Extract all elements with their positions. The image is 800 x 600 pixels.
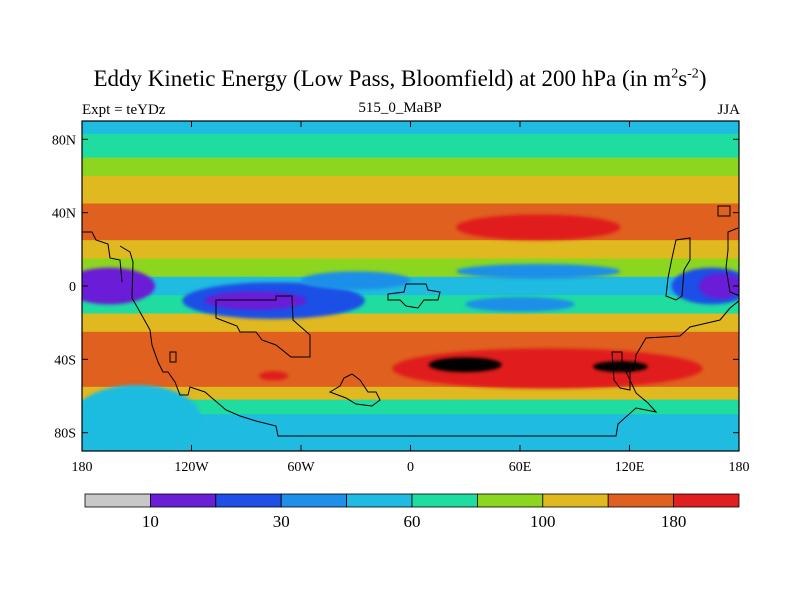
contour-band-7 [82, 276, 739, 296]
y-tick-label-1: 40N [52, 207, 76, 222]
contour-field [82, 121, 739, 451]
contour-blob-11 [593, 361, 648, 373]
contour-blob-5 [456, 264, 621, 279]
title-units-mid: s [678, 66, 688, 91]
contour-blob-6 [465, 297, 575, 312]
contour-blob-10 [428, 357, 502, 373]
contour-band-6 [82, 258, 739, 278]
title-sup-1: 2 [671, 66, 679, 82]
contour-blob-1 [82, 267, 155, 305]
colorbar-box-0 [84, 493, 151, 508]
x-tick-label-0: 180 [72, 460, 93, 475]
colorbar-box-5 [411, 493, 478, 508]
contour-band-3 [82, 176, 739, 204]
left-label: Expt = teYDz [82, 102, 166, 118]
y-tick-label-2: 0 [69, 280, 76, 295]
colorbar-box-1 [149, 493, 217, 508]
contour-band-12 [82, 386, 739, 401]
center-label: 515_0_MaBP [358, 100, 442, 116]
y-tick-label-4: 80S [54, 427, 76, 442]
contour-band-8 [82, 295, 739, 314]
x-tick-label-6: 180 [729, 460, 750, 475]
x-tick-label-2: 60W [287, 460, 315, 475]
x-tick-label-1: 120W [174, 460, 209, 475]
contour-blob-4 [301, 271, 411, 290]
colorbar-box-3 [280, 493, 348, 508]
contour-blob-13 [82, 385, 201, 451]
contour-band-5 [82, 240, 739, 259]
contour-band-10 [82, 331, 739, 351]
colorbar-label-3: 100 [530, 512, 556, 531]
colorbar-box-8 [607, 493, 675, 508]
title-sup-2: -2 [687, 66, 699, 82]
axis-ticks: 180 120W 60W 0 60E 120E 180 80N 40N 0 40S 80S [52, 121, 750, 475]
contour-blob-12 [259, 371, 289, 381]
colorbar-box-9 [673, 493, 740, 508]
contour-band-13 [82, 399, 739, 415]
x-tick-label-5: 120E [615, 460, 645, 475]
contour-band-1 [82, 133, 739, 159]
x-tick-label-3: 0 [407, 460, 414, 475]
y-tick-label-0: 80N [52, 133, 76, 148]
y-tick-label-3: 40S [54, 353, 76, 368]
title-prefix: Eddy Kinetic Energy (Low Pass, Bloomfiel… [93, 66, 672, 91]
colorbar-box-7 [542, 493, 609, 508]
contour-blob-0 [456, 214, 621, 241]
contour-band-0 [82, 121, 739, 135]
colorbar-box-4 [346, 493, 413, 508]
contour-blob-8 [698, 273, 739, 299]
colorbar-box-6 [476, 493, 544, 508]
contour-band-2 [82, 157, 739, 177]
contour-band-4 [82, 203, 739, 241]
colorbar-label-2: 60 [404, 512, 421, 531]
right-label: JJA [717, 102, 740, 118]
contour-band-9 [82, 313, 739, 333]
colorbar-label-1: 30 [273, 512, 290, 531]
colorbar: 10 30 60 100 180 [84, 493, 740, 531]
colorbar-label-4: 180 [661, 512, 687, 531]
coastline [82, 205, 739, 437]
colorbar-box-2 [215, 493, 282, 508]
x-tick-label-4: 60E [509, 460, 532, 475]
contour-blob-3 [204, 291, 307, 310]
chart-title: Eddy Kinetic Energy (Low Pass, Bloomfiel… [0, 66, 800, 92]
colorbar-label-0: 10 [142, 512, 159, 531]
title-suffix: ) [698, 66, 707, 91]
